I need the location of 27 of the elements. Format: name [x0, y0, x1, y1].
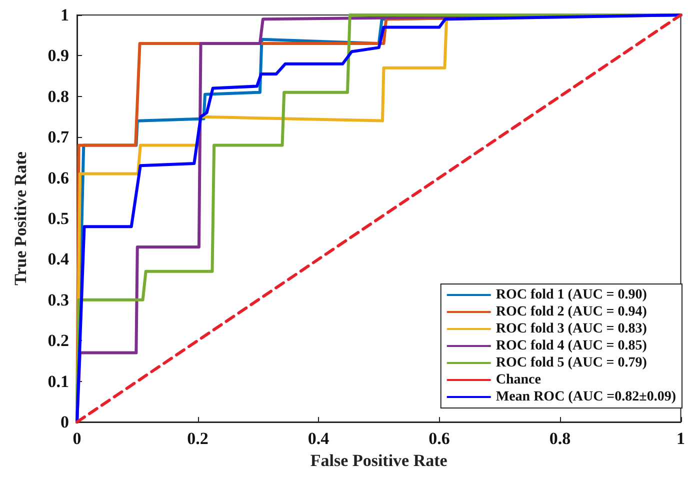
y-tick-label: 0.7 — [48, 128, 70, 147]
x-tick-label: 0.8 — [549, 429, 571, 448]
y-tick-label: 0.8 — [48, 86, 69, 106]
x-tick-label: 1 — [676, 429, 685, 448]
y-tick-label: 0.3 — [48, 290, 69, 310]
legend-label: ROC fold 4 (AUC = 0.85) — [496, 338, 648, 354]
legend-label: ROC fold 1 (AUC = 0.90) — [496, 288, 648, 302]
legend-label: ROC fold 3 (AUC = 0.83) — [496, 322, 648, 336]
x-tick-label: 0.6 — [428, 429, 450, 448]
legend-label: ROC fold 5 (AUC = 0.79) — [496, 356, 648, 370]
line-series — [76, 14, 682, 424]
legend-label: ROC fold 2 (AUC = 0.94) — [496, 304, 648, 320]
y-tick-label: 0.1 — [48, 372, 69, 391]
x-axis-title: False Positive Rate — [310, 451, 448, 470]
legend-label: Mean ROC (AUC =0.82±0.09) — [496, 390, 676, 404]
legend-label: Chance — [496, 372, 541, 388]
y-tick-label: 0.6 — [48, 168, 69, 188]
y-tick-label: 0.9 — [48, 46, 69, 66]
x-tick-label: 0.4 — [308, 429, 330, 448]
x-tick-label: 0 — [72, 429, 82, 448]
y-axis-title: True Positive Rate — [11, 151, 30, 286]
y-tick-label: 0.2 — [48, 331, 69, 350]
y-tick-label: 0.5 — [48, 209, 69, 228]
y-tick-label: 1 — [60, 6, 69, 24]
y-tick-label: 0 — [60, 412, 69, 432]
x-tick-label: 0.2 — [187, 429, 208, 448]
y-tick-label: 0.4 — [48, 250, 70, 269]
